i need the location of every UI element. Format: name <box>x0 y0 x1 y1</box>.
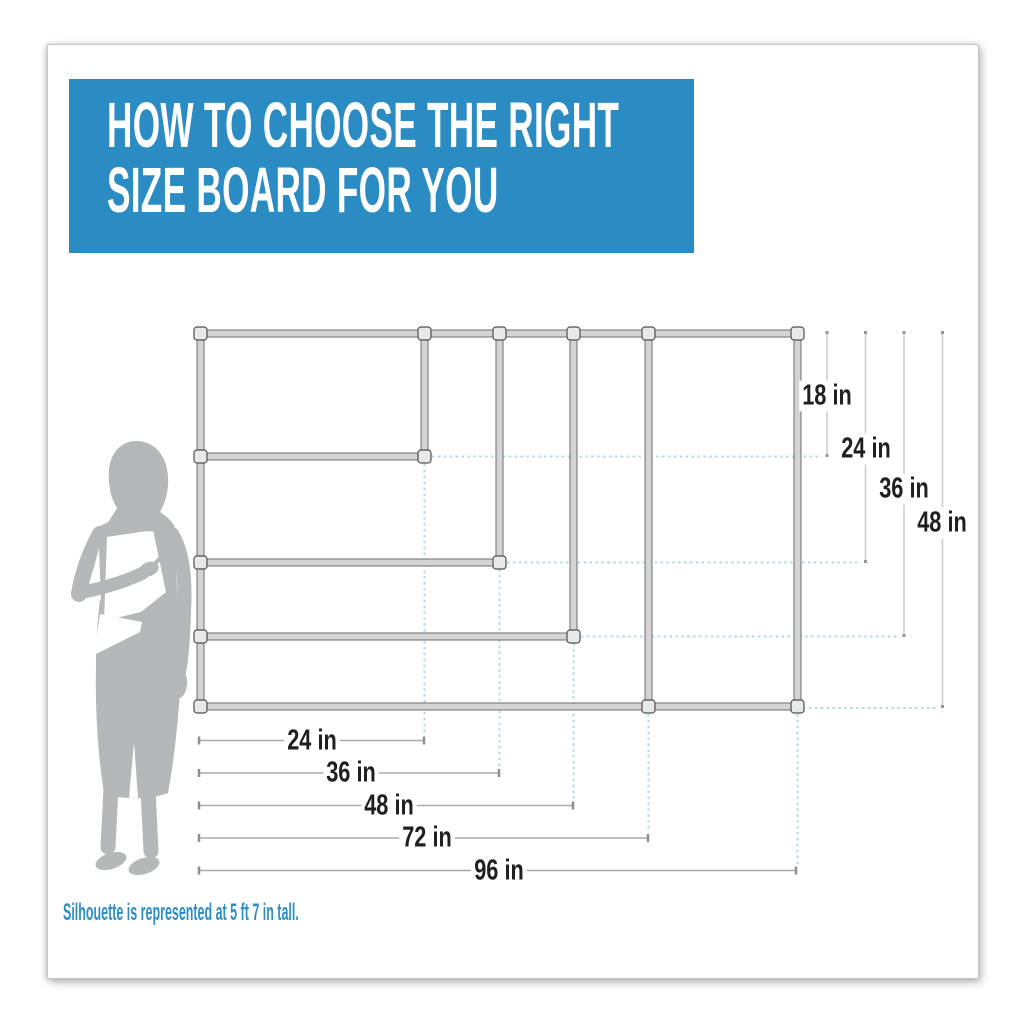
width-label-36in: 36 in <box>323 757 379 789</box>
height-label-48in: 48 in <box>914 507 970 539</box>
width-label-96in: 96 in <box>471 855 527 887</box>
title-banner: HOW TO CHOOSE THE RIGHT SIZE BOARD FOR Y… <box>69 79 694 253</box>
silhouette-footnote: Silhouette is represented at 5 ft 7 in t… <box>63 899 299 926</box>
width-label-72in: 72 in <box>399 822 455 854</box>
title-line-1: HOW TO CHOOSE THE RIGHT <box>107 89 620 161</box>
title-line-2: SIZE BOARD FOR YOU <box>107 154 499 226</box>
width-label-24in: 24 in <box>284 725 340 757</box>
height-label-18in: 18 in <box>799 380 855 412</box>
height-label-36in: 36 in <box>876 473 932 505</box>
height-label-24in: 24 in <box>838 433 894 465</box>
width-label-48in: 48 in <box>361 790 417 822</box>
infographic-card: HOW TO CHOOSE THE RIGHT SIZE BOARD FOR Y… <box>47 44 979 979</box>
